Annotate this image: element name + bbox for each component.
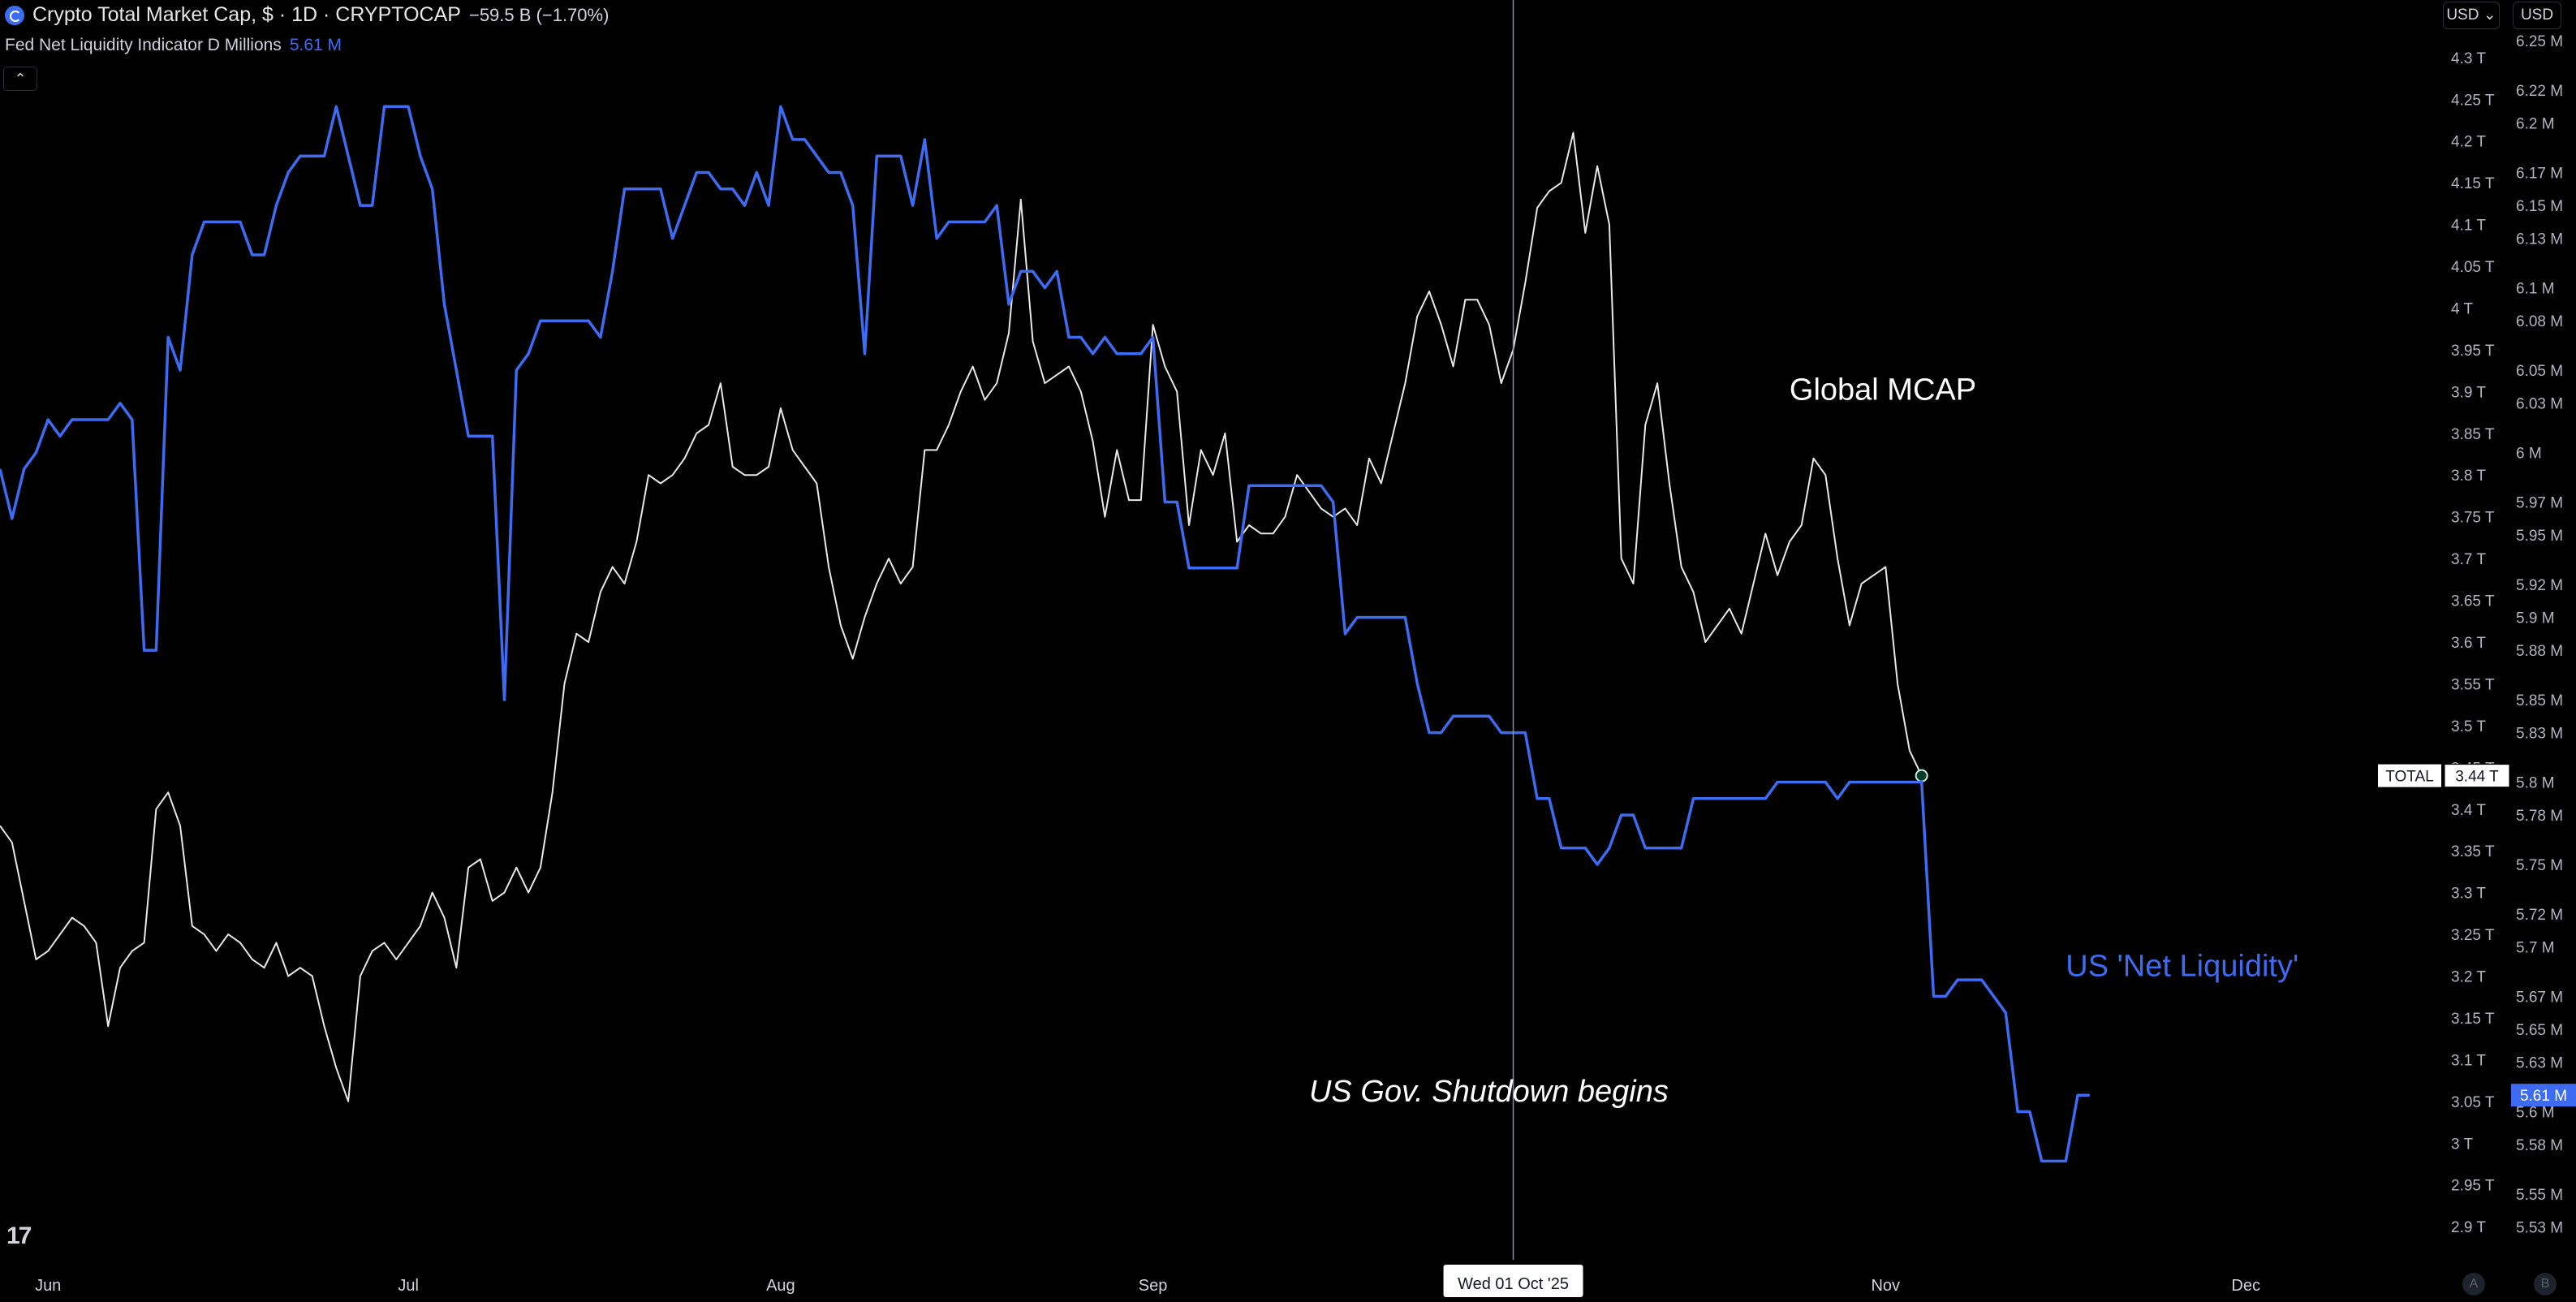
mcap-axis-tick: 3.4 T bbox=[2451, 802, 2486, 819]
liquidity-axis-tick: 5.75 M bbox=[2516, 857, 2563, 874]
mcap-price-tag bbox=[2444, 764, 2510, 788]
chevron-up-icon: ⌃ bbox=[14, 71, 27, 87]
symbol-title[interactable]: Crypto Total Market Cap, $ · 1D · CRYPTO… bbox=[32, 3, 461, 26]
mcap-axis-tick: 4.25 T bbox=[2451, 92, 2495, 109]
time-axis-label: Dec bbox=[2231, 1277, 2260, 1295]
mcap-axis-tick: 2.95 T bbox=[2451, 1178, 2495, 1195]
liquidity-axis-tick: 6.1 M bbox=[2516, 281, 2555, 298]
mcap-axis-tick: 3.75 T bbox=[2451, 510, 2495, 527]
mcap-axis-tick: 3.05 T bbox=[2451, 1094, 2495, 1111]
mcap-axis-tick: 3.6 T bbox=[2451, 635, 2486, 652]
time-axis-label: Jun bbox=[35, 1277, 61, 1295]
mcap-axis-tick: 4.15 T bbox=[2451, 175, 2495, 192]
mcap-axis-tick: 4 T bbox=[2451, 300, 2474, 317]
liquidity-axis-tick: 5.7 M bbox=[2516, 940, 2555, 957]
tradingview-logo-icon[interactable]: 17 bbox=[6, 1222, 32, 1249]
liquidity-axis-tick: 6.13 M bbox=[2516, 231, 2563, 248]
indicator-legend[interactable]: Fed Net Liquidity Indicator D Millions 5.… bbox=[5, 36, 342, 55]
crosshair-date-tag bbox=[1443, 1265, 1583, 1297]
annotation-text-3[interactable]: US Gov. Shutdown begins bbox=[1309, 1075, 1669, 1109]
mcap-line bbox=[0, 131, 1923, 1102]
mcap-axis-tick: 4.3 T bbox=[2451, 50, 2486, 67]
mcap-axis-tick: 3 T bbox=[2451, 1136, 2474, 1153]
time-axis-label: Nov bbox=[1871, 1277, 1900, 1295]
time-axis-label: Jul bbox=[398, 1277, 419, 1295]
mcap-axis-tick: 3.15 T bbox=[2451, 1011, 2495, 1028]
liquidity-axis-tick: 6.15 M bbox=[2516, 198, 2563, 215]
collapse-legend-button[interactable]: ⌃ bbox=[3, 67, 37, 91]
mcap-axis-tick: 3.25 T bbox=[2451, 927, 2495, 944]
price-change: −59.5 B (−1.70%) bbox=[468, 4, 610, 25]
time-axis-label: Sep bbox=[1139, 1277, 1168, 1295]
liquidity-axis-tick: 5.58 M bbox=[2516, 1137, 2563, 1154]
liquidity-axis-tick: 6.22 M bbox=[2516, 83, 2563, 100]
mcap-last-point bbox=[1915, 769, 1928, 782]
mcap-axis-tick: 3.5 T bbox=[2451, 718, 2486, 735]
mcap-axis-tick: 3.7 T bbox=[2451, 551, 2486, 568]
mcap-price-tag-value: 3.44 T bbox=[2455, 769, 2499, 786]
liquidity-axis-tick: 5.97 M bbox=[2516, 494, 2563, 511]
annotation-text-2[interactable]: US 'Net Liquidity' bbox=[2066, 950, 2298, 984]
currency-select-right[interactable]: USD bbox=[2513, 2, 2561, 29]
time-axis-label: Aug bbox=[766, 1277, 795, 1295]
cryptocap-logo-icon bbox=[5, 5, 24, 25]
liquidity-axis-tick: 6.25 M bbox=[2516, 33, 2563, 50]
liquidity-axis-tick: 5.8 M bbox=[2516, 775, 2555, 792]
liquidity-axis-tick: 6.2 M bbox=[2516, 116, 2555, 133]
liquidity-axis-tick: 5.6 M bbox=[2516, 1104, 2555, 1121]
liquidity-axis-tick: 5.67 M bbox=[2516, 989, 2563, 1006]
mcap-axis-tick: 3.9 T bbox=[2451, 384, 2486, 401]
liquidity-axis-tick: 6.03 M bbox=[2516, 396, 2563, 413]
mcap-axis-tick: 3.1 T bbox=[2451, 1052, 2486, 1069]
liquidity-axis-tick: 5.53 M bbox=[2516, 1220, 2563, 1237]
mcap-axis-tick: 3.55 T bbox=[2451, 676, 2495, 693]
auto-scale-button[interactable]: A bbox=[2462, 1273, 2485, 1296]
liquidity-price-tag-value: 5.61 M bbox=[2520, 1088, 2567, 1105]
indicator-label: Fed Net Liquidity Indicator D Millions bbox=[5, 36, 282, 54]
mcap-axis-tick: 2.9 T bbox=[2451, 1219, 2486, 1236]
mcap-axis-tick: 4.1 T bbox=[2451, 218, 2486, 235]
mcap-axis-tick: 3.35 T bbox=[2451, 843, 2495, 860]
liquidity-axis-tick: 5.88 M bbox=[2516, 643, 2563, 660]
chart-header: Crypto Total Market Cap, $ · 1D · CRYPTO… bbox=[5, 3, 609, 27]
mcap-axis-tick: 4.2 T bbox=[2451, 134, 2486, 151]
liquidity-axis-tick: 5.9 M bbox=[2516, 610, 2555, 627]
log-scale-button[interactable]: B bbox=[2534, 1273, 2557, 1296]
indicator-value: 5.61 M bbox=[289, 36, 342, 54]
mcap-tag-label-box bbox=[2378, 764, 2441, 787]
mcap-axis-tick: 3.3 T bbox=[2451, 886, 2486, 903]
liquidity-axis-tick: 6 M bbox=[2516, 446, 2542, 463]
mcap-axis-tick: 4.05 T bbox=[2451, 259, 2495, 276]
liquidity-axis-tick: 5.55 M bbox=[2516, 1187, 2563, 1204]
liquidity-axis-tick: 5.65 M bbox=[2516, 1022, 2563, 1039]
mcap-axis-tick: 3.95 T bbox=[2451, 343, 2495, 360]
mcap-axis-tick: 3.2 T bbox=[2451, 969, 2486, 986]
currency-select-left[interactable]: USD ⌄ bbox=[2443, 2, 2500, 29]
liquidity-axis-tick: 6.05 M bbox=[2516, 363, 2563, 380]
liquidity-axis-tick: 6.17 M bbox=[2516, 166, 2563, 183]
liquidity-axis-tick: 5.72 M bbox=[2516, 907, 2563, 924]
liquidity-axis-tick: 5.78 M bbox=[2516, 808, 2563, 825]
mcap-axis-tick: 3.8 T bbox=[2451, 468, 2486, 485]
liquidity-line bbox=[0, 105, 2090, 1163]
crosshair-date-label: Wed 01 Oct '25 bbox=[1458, 1275, 1569, 1293]
liquidity-axis-tick: 6.08 M bbox=[2516, 313, 2563, 330]
mcap-tag-label: TOTAL bbox=[2385, 769, 2433, 786]
mcap-axis-tick: 3.65 T bbox=[2451, 593, 2495, 610]
liquidity-axis-tick: 5.83 M bbox=[2516, 726, 2563, 743]
liquidity-axis-tick: 5.95 M bbox=[2516, 528, 2563, 545]
mcap-axis-tick: 3.85 T bbox=[2451, 426, 2495, 443]
liquidity-price-tag bbox=[2511, 1084, 2576, 1107]
liquidity-axis-tick: 5.63 M bbox=[2516, 1055, 2563, 1072]
liquidity-axis-tick: 5.92 M bbox=[2516, 577, 2563, 594]
liquidity-axis-tick: 5.85 M bbox=[2516, 692, 2563, 709]
annotation-text-1[interactable]: Global MCAP bbox=[1790, 373, 1976, 407]
